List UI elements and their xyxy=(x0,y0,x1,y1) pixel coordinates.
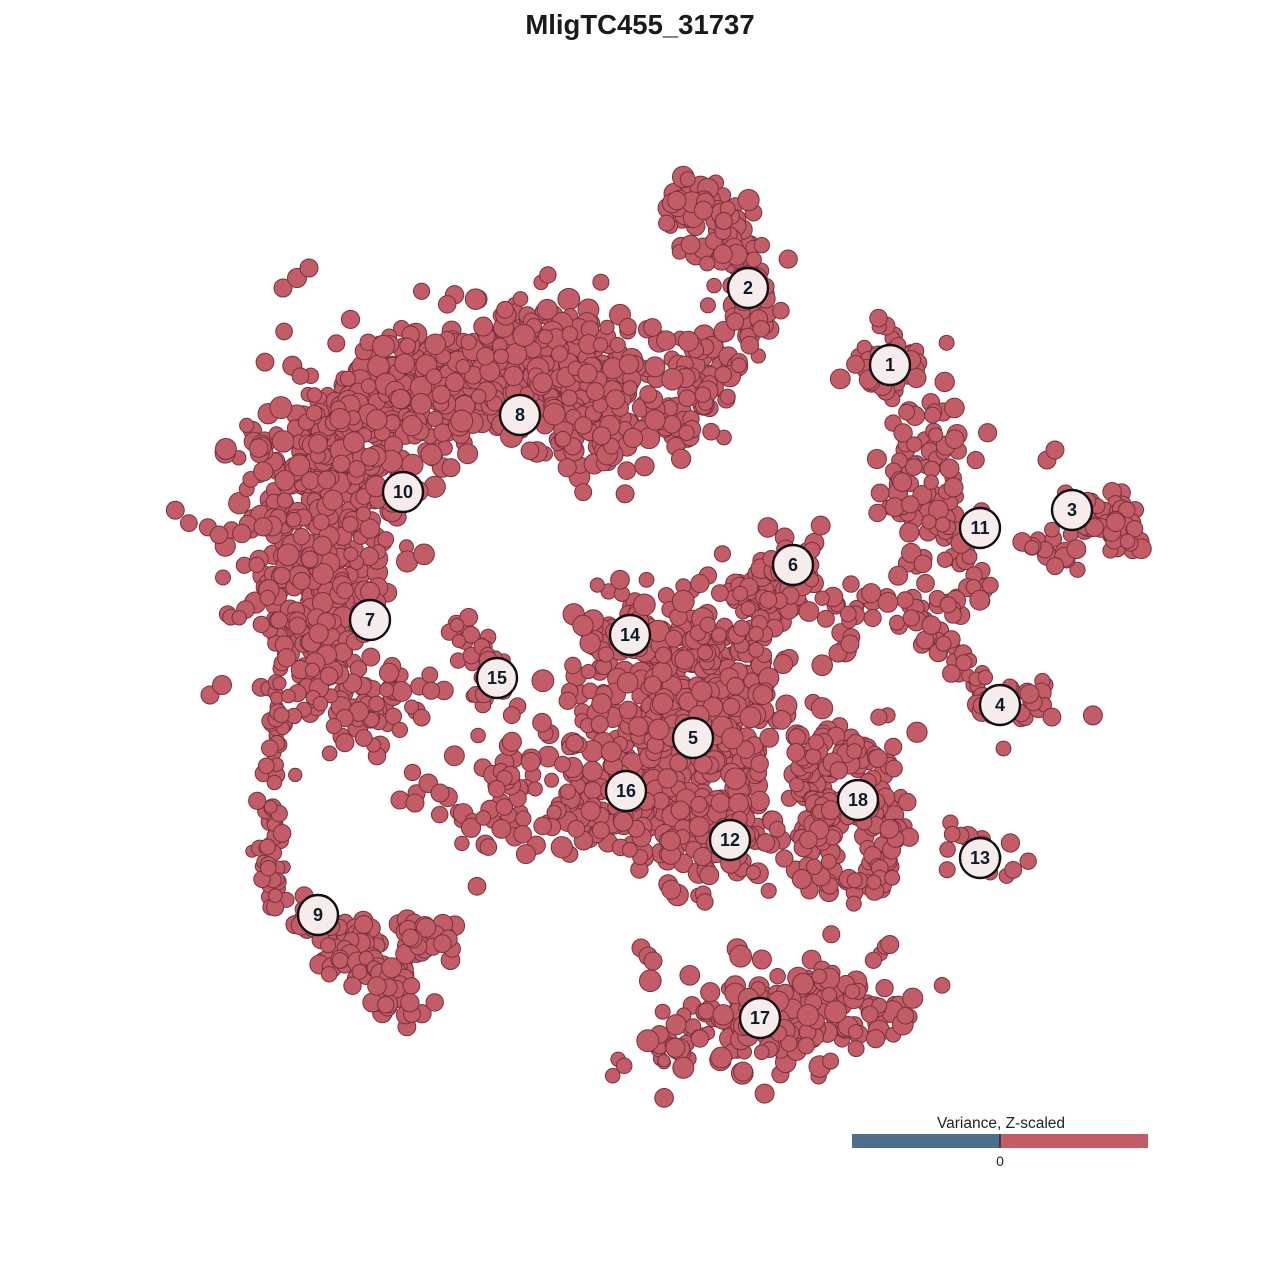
svg-text:0: 0 xyxy=(996,1153,1004,1169)
svg-text:17: 17 xyxy=(750,1008,770,1028)
svg-text:5: 5 xyxy=(688,728,698,748)
svg-text:15: 15 xyxy=(487,668,507,688)
svg-text:10: 10 xyxy=(393,482,413,502)
svg-text:4: 4 xyxy=(995,695,1005,715)
svg-text:16: 16 xyxy=(616,781,636,801)
svg-text:7: 7 xyxy=(365,610,375,630)
svg-text:6: 6 xyxy=(788,555,798,575)
svg-text:3: 3 xyxy=(1067,500,1077,520)
svg-text:8: 8 xyxy=(515,405,525,425)
svg-text:12: 12 xyxy=(720,830,740,850)
svg-text:2: 2 xyxy=(743,278,753,298)
svg-text:9: 9 xyxy=(313,905,323,925)
svg-text:14: 14 xyxy=(620,625,640,645)
svg-text:1: 1 xyxy=(885,355,895,375)
svg-text:Variance, Z-scaled: Variance, Z-scaled xyxy=(937,1115,1065,1132)
svg-text:13: 13 xyxy=(970,848,990,868)
svg-text:11: 11 xyxy=(970,518,989,538)
svg-text:18: 18 xyxy=(848,790,868,810)
